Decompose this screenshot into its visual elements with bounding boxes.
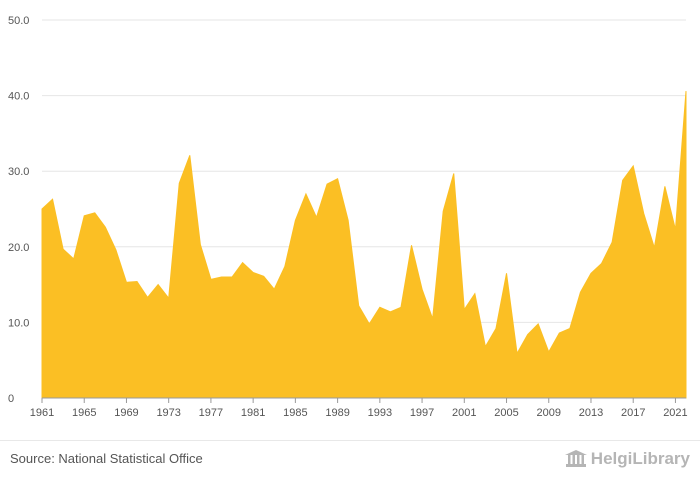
x-tick-label: 1973: [156, 407, 180, 419]
x-tick-label: 2005: [494, 407, 518, 419]
x-tick-label: 2017: [621, 407, 645, 419]
x-tick-label: 2009: [537, 407, 561, 419]
source-note: Source: National Statistical Office: [10, 451, 203, 466]
x-tick-label: 1993: [368, 407, 392, 419]
x-tick-label: 1981: [241, 407, 265, 419]
x-tick-label: 1969: [114, 407, 138, 419]
helgi-library-logo: HelgiLibrary: [565, 449, 690, 469]
y-tick-label: 0: [8, 393, 14, 405]
x-tick-label: 1989: [325, 407, 349, 419]
x-tick-label: 2021: [663, 407, 687, 419]
x-tick-label: 2013: [579, 407, 603, 419]
x-tick-label: 1997: [410, 407, 434, 419]
chart-footer: Source: National Statistical Office Helg…: [0, 440, 700, 484]
x-tick-label: 1977: [199, 407, 223, 419]
y-tick-label: 20.0: [8, 242, 29, 254]
x-tick-label: 1985: [283, 407, 307, 419]
y-tick-label: 10.0: [8, 317, 29, 329]
library-icon: [565, 450, 587, 468]
x-tick-label: 2001: [452, 407, 476, 419]
y-tick-label: 40.0: [8, 91, 29, 103]
area-series: [42, 91, 686, 398]
area-fill: [42, 91, 686, 398]
x-tick-label: 1965: [72, 407, 96, 419]
x-tick-label: 1961: [30, 407, 54, 419]
axes: [42, 398, 686, 403]
logo-text: HelgiLibrary: [591, 449, 690, 469]
y-tick-label: 50.0: [8, 15, 29, 27]
y-tick-label: 30.0: [8, 166, 29, 178]
area-chart: 0 10.0 20.0 30.0 40.0 50.0 1961 1965 1969 1973 197…: [0, 0, 700, 440]
